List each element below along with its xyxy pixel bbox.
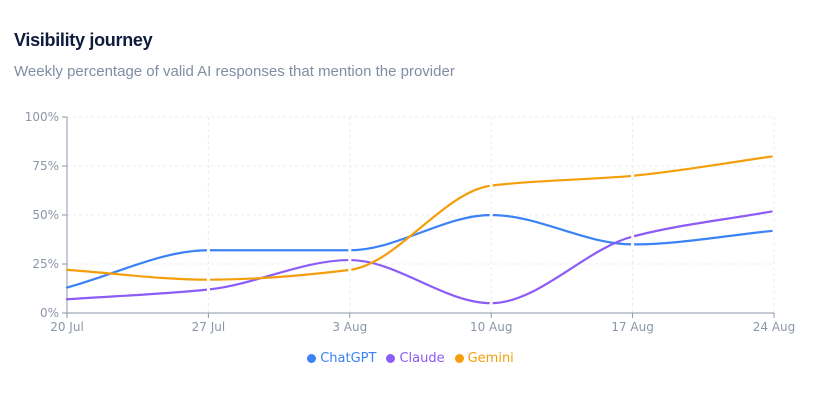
legend-dot-icon	[386, 354, 396, 363]
data-point	[348, 248, 352, 252]
data-point	[489, 213, 493, 217]
data-point	[206, 278, 210, 282]
legend-label: Claude	[399, 351, 445, 366]
chart-title: Visibility journey	[14, 30, 153, 50]
series-gemini	[65, 154, 776, 282]
legend-item-gemini[interactable]: Gemini	[454, 351, 514, 366]
series-chatgpt	[65, 213, 776, 289]
data-point	[772, 209, 776, 213]
legend-label: Gemini	[467, 351, 514, 366]
series-line-claude	[65, 209, 776, 305]
data-point	[631, 242, 635, 246]
x-tick-label: 27 Jul	[192, 320, 226, 334]
y-tick-label: 25%	[32, 257, 59, 271]
legend-label: ChatGPT	[320, 351, 377, 366]
legend-item-chatgpt[interactable]: ChatGPT	[307, 351, 376, 366]
data-point	[206, 248, 210, 252]
y-tick-label: 100%	[25, 110, 59, 124]
series-lines	[65, 154, 776, 305]
y-tick-label: 0%	[40, 306, 59, 320]
y-tick-label: 50%	[32, 208, 59, 222]
data-point	[348, 258, 352, 262]
data-point	[348, 268, 352, 272]
grid-lines	[66, 116, 775, 313]
x-tick-label: 20 Jul	[50, 320, 84, 334]
tick-labels: 0% 25% 50% 75% 100% 20 Jul 27 Jul 3 Aug 10 Aug 17…	[25, 110, 796, 334]
legend-item-claude[interactable]: Claude	[386, 351, 445, 366]
series-line-gemini	[65, 155, 776, 281]
data-point	[631, 234, 635, 239]
data-point	[206, 287, 210, 292]
series-claude	[65, 209, 776, 305]
x-tick-label: 3 Aug	[332, 320, 367, 334]
data-point	[489, 301, 493, 305]
data-point	[772, 229, 776, 233]
y-tick-label: 75%	[32, 159, 59, 173]
chart-subtitle: Weekly percentage of valid AI responses …	[14, 63, 455, 80]
data-point	[631, 174, 635, 178]
data-point	[772, 154, 776, 158]
legend-dot-icon	[307, 354, 317, 363]
axes	[62, 116, 775, 318]
chart-legend: ChatGPT Claude Gemini	[0, 351, 821, 366]
series-line-chatgpt	[65, 213, 776, 289]
data-point	[489, 184, 493, 188]
x-tick-label: 24 Aug	[753, 320, 796, 334]
legend-dot-icon	[454, 354, 464, 363]
x-tick-label: 17 Aug	[611, 320, 654, 334]
x-tick-label: 10 Aug	[470, 320, 513, 334]
